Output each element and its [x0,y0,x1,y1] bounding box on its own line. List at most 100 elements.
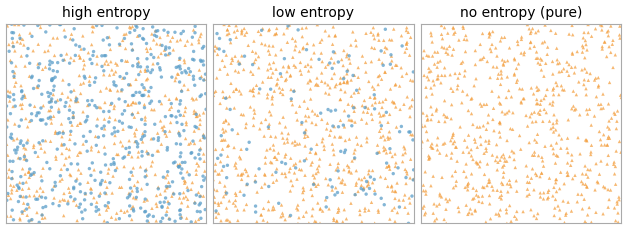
Point [235,62,245,65]
Point [152,205,162,208]
Point [609,172,619,176]
Point [147,69,157,72]
Point [103,63,113,67]
Point [5,96,15,100]
Point [482,60,492,64]
Point [211,163,221,166]
Point [156,52,166,56]
Point [225,39,235,42]
Point [608,66,618,70]
Point [142,183,152,186]
Point [215,180,225,184]
Point [360,207,370,210]
Point [421,86,431,90]
Point [199,79,209,83]
Point [34,63,45,66]
Point [176,217,186,220]
Point [65,121,75,125]
Point [107,69,117,72]
Point [44,109,54,113]
Point [403,31,413,35]
Point [496,70,506,73]
Point [552,84,562,88]
Point [16,194,26,198]
Point [307,214,317,218]
Point [107,102,117,106]
Point [97,65,107,69]
Point [231,166,241,170]
Point [303,70,314,74]
Point [470,208,480,212]
Point [195,139,205,142]
Point [133,63,143,67]
Point [492,189,502,192]
Point [253,30,263,34]
Point [264,127,274,131]
Point [375,120,385,124]
Point [464,211,474,214]
Point [93,136,103,139]
Point [428,211,438,215]
Point [90,77,100,80]
Point [475,135,485,139]
Point [340,91,350,94]
Point [447,54,457,58]
Point [219,195,229,199]
Point [20,65,30,69]
Point [191,173,201,176]
Point [68,39,78,43]
Point [358,188,368,192]
Point [160,130,170,134]
Point [19,157,29,161]
Point [34,23,45,27]
Point [315,221,325,225]
Point [381,111,391,115]
Point [495,121,505,125]
Point [114,120,124,123]
Point [398,160,408,164]
Point [451,146,461,149]
Point [24,120,34,124]
Point [66,162,76,166]
Point [551,81,561,85]
Point [240,34,250,38]
Point [491,212,501,216]
Point [298,191,308,195]
Point [317,80,327,84]
Point [350,193,360,197]
Point [556,147,566,150]
Point [349,110,359,114]
Point [532,86,542,89]
Point [22,142,32,145]
Point [122,72,132,76]
Point [372,152,382,155]
Point [52,37,62,41]
Point [562,174,572,177]
Point [252,220,262,224]
Point [18,188,28,191]
Point [17,107,27,111]
Point [95,212,105,216]
Point [598,107,608,110]
Point [554,133,564,137]
Point [330,186,340,190]
Point [56,54,66,58]
Point [330,193,340,197]
Point [581,139,591,142]
Point [597,29,607,33]
Point [96,171,106,174]
Point [41,31,51,35]
Point [108,73,119,77]
Point [297,123,307,126]
Point [155,67,165,70]
Point [370,221,380,225]
Point [322,122,332,125]
Point [394,205,404,209]
Point [219,121,229,125]
Point [551,178,561,181]
Point [428,55,438,59]
Point [144,213,154,217]
Point [394,198,404,202]
Point [60,198,70,202]
Point [483,181,493,184]
